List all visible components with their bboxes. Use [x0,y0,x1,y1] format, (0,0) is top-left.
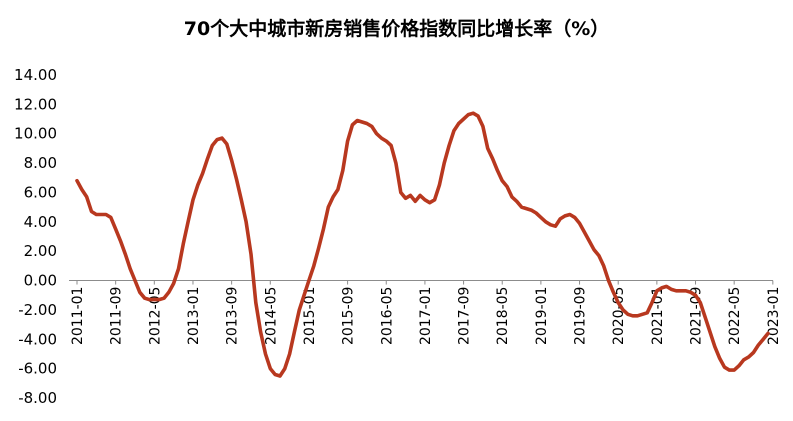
x-tick-label: 2020-05 [611,287,627,346]
x-axis-ticks: 2011-01 2011-09 2012-05 2013-01 2013-09 2014-… [70,287,782,346]
x-tick-label: 2016-05 [379,287,395,346]
x-tick-label: 2015-01 [302,287,318,346]
x-tick-label: 2019-01 [534,287,550,346]
x-tick-label: 2022-05 [727,287,743,346]
y-tick-label: 8.00 [24,154,57,172]
x-tick-label: 2018-05 [495,287,511,346]
y-tick-label: 12.00 [14,95,57,113]
x-tick-label: 2013-09 [225,287,241,346]
x-tick-label: 2023-01 [766,287,782,346]
y-tick-label: -8.00 [18,389,57,407]
y-tick-label: 14.00 [14,66,57,84]
x-tick-label: 2017-09 [457,287,473,346]
x-tick-label: 2011-01 [70,287,86,346]
y-tick-label: 6.00 [24,183,57,201]
chart-title: 70个大中城市新房销售价格指数同比增长率（%） [183,18,610,40]
y-tick-label: 10.00 [14,125,57,143]
x-tick-label: 2013-01 [186,287,202,346]
x-tick-label: 2019-09 [573,287,589,346]
x-tick-label: 2014-05 [263,287,279,346]
axis-layer [69,280,774,285]
series-layer [75,111,770,378]
x-tick-label: 2015-09 [341,287,357,346]
y-tick-label: -2.00 [18,301,57,319]
x-tick-label: 2017-01 [418,287,434,346]
x-tick-label: 2021-01 [650,287,666,346]
y-tick-label: -4.00 [18,330,57,348]
y-tick-label: 2.00 [24,242,57,260]
y-tick-label: 4.00 [24,213,57,231]
y-axis-ticks: 14.00 12.00 10.00 8.00 6.00 4.00 2.00 0.00 -2.00… [14,66,57,407]
y-tick-label: -6.00 [18,360,57,378]
x-tick-label: 2011-09 [109,287,125,346]
x-tick-label: 2012-05 [147,287,163,346]
y-tick-label: 0.00 [24,272,57,290]
series-line [75,111,770,378]
